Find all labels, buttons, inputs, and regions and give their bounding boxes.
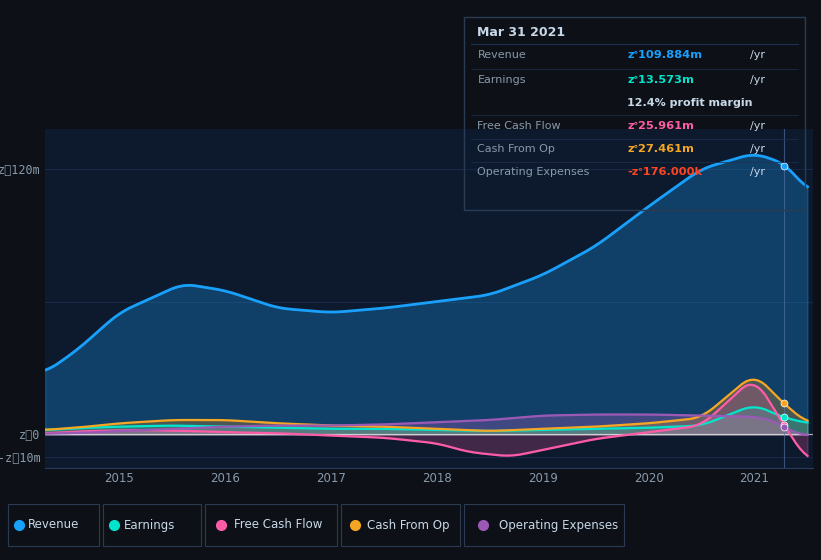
Text: /yr: /yr (750, 50, 765, 60)
Text: Earnings: Earnings (478, 75, 526, 85)
Text: Free Cash Flow: Free Cash Flow (478, 121, 561, 131)
Text: zᐤ109.884m: zᐤ109.884m (627, 50, 703, 60)
Text: Revenue: Revenue (478, 50, 526, 60)
Text: Mar 31 2021: Mar 31 2021 (478, 26, 566, 39)
Text: Free Cash Flow: Free Cash Flow (234, 519, 323, 531)
Text: /yr: /yr (750, 167, 765, 178)
Text: Earnings: Earnings (124, 519, 176, 531)
Text: /yr: /yr (750, 121, 765, 131)
Text: 12.4% profit margin: 12.4% profit margin (627, 98, 753, 108)
Text: /yr: /yr (750, 75, 765, 85)
Text: /yr: /yr (750, 144, 765, 155)
Text: zᐤ13.573m: zᐤ13.573m (627, 75, 695, 85)
Text: Operating Expenses: Operating Expenses (499, 519, 618, 531)
Text: -zᐤ176.000k: -zᐤ176.000k (627, 167, 703, 178)
Text: Operating Expenses: Operating Expenses (478, 167, 589, 178)
Text: Cash From Op: Cash From Op (367, 519, 449, 531)
Text: Cash From Op: Cash From Op (478, 144, 555, 155)
Text: zᐤ25.961m: zᐤ25.961m (627, 121, 695, 131)
Text: zᐤ27.461m: zᐤ27.461m (627, 144, 695, 155)
Text: Revenue: Revenue (28, 519, 80, 531)
